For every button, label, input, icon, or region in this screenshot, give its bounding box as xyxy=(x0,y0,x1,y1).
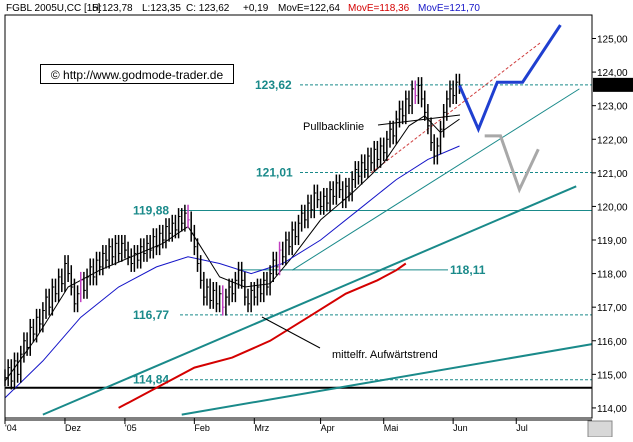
pullback-line xyxy=(370,41,542,174)
x-tick-label: Mai xyxy=(384,423,399,433)
y-tick-label: 121,00 xyxy=(597,169,628,180)
current-price-label: 123,62 xyxy=(596,81,627,92)
y-tick-label: 114,00 xyxy=(597,404,627,415)
lower-trend-line xyxy=(181,343,593,416)
pullback-label: Pullbacklinie xyxy=(303,121,364,133)
y-tick-label: 118,00 xyxy=(597,270,627,281)
x-tick-label: Jun xyxy=(453,423,468,433)
y-tick-label: 117,00 xyxy=(597,303,627,314)
y-tick-label: 122,00 xyxy=(597,135,628,146)
y-tick-label: 120,00 xyxy=(597,202,628,213)
level-label: 116,77 xyxy=(133,308,169,322)
trend-pointer xyxy=(261,316,321,349)
header-bg xyxy=(0,0,633,14)
trend-label: mittelfr. Aufwärtstrend xyxy=(332,349,438,361)
alt-projection-path xyxy=(484,134,540,194)
y-tick-label: 116,00 xyxy=(597,337,627,348)
header-high: H:123,78 xyxy=(92,3,133,14)
header-close: C: 123,62 xyxy=(186,3,230,14)
y-tick-label: 123,00 xyxy=(597,102,628,113)
y-tick-label: 119,00 xyxy=(597,236,627,247)
x-tick-label: '05 xyxy=(125,423,137,433)
ma_mid-line xyxy=(4,145,460,399)
level-label: 118,11 xyxy=(450,263,486,277)
y-tick-label: 125,00 xyxy=(597,35,628,46)
header-change: +0,19 xyxy=(243,3,269,14)
upper-trend-line xyxy=(291,88,580,271)
x-tick-label: Dez xyxy=(65,423,82,433)
y-tick-label: 115,00 xyxy=(597,370,627,381)
level-label: 119,88 xyxy=(133,203,169,217)
scroll-corner xyxy=(587,420,613,438)
level-label: 121,01 xyxy=(256,166,293,180)
level-label: 123,62 xyxy=(255,78,292,92)
header-low: L:123,35 xyxy=(142,3,181,14)
pullback-pointer xyxy=(377,114,461,126)
x-tick-label: Mrz xyxy=(254,423,269,433)
x-tick-label: Feb xyxy=(194,423,210,433)
header-symbol: FGBL 2005U,CC [15] xyxy=(6,3,101,14)
projection-path xyxy=(458,24,562,134)
y-tick-label: 124,00 xyxy=(597,68,628,79)
copyright-label: © http://www.godmode-trader.de xyxy=(40,64,234,84)
current-price-box xyxy=(593,77,633,92)
header-ma1: MovE=122,64 xyxy=(278,3,340,14)
level-label: 114,84 xyxy=(133,373,169,387)
x-tick-label: Jul xyxy=(516,423,528,433)
x-tick-label: Apr xyxy=(321,423,335,433)
x-tick-label: '04 xyxy=(5,423,17,433)
ma_slow-line xyxy=(118,262,407,409)
header-ma3: MovE=121,70 xyxy=(418,3,480,14)
header-ma2: MovE=118,36 xyxy=(348,3,410,14)
uptrend-line xyxy=(42,185,577,416)
